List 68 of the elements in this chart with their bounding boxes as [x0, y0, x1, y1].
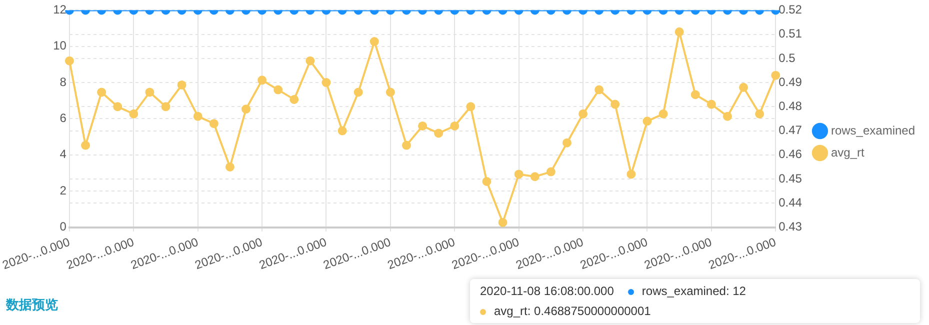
text: avg_rt: 0.4688750000000001	[493, 303, 651, 320]
point	[739, 82, 748, 92]
point	[97, 88, 106, 97]
point	[64, 56, 74, 66]
point	[578, 109, 588, 118]
point	[722, 112, 732, 121]
y2-tick-label: 0.5	[778, 50, 796, 65]
point	[145, 88, 154, 97]
point	[370, 37, 379, 46]
point	[450, 121, 460, 130]
y2-tick-label: 0.45	[778, 171, 802, 186]
point	[658, 109, 668, 118]
y2-tick-label: 0.44	[778, 195, 802, 210]
point	[402, 140, 411, 150]
point	[354, 88, 363, 97]
point	[546, 167, 556, 176]
point	[258, 76, 267, 85]
point	[193, 112, 202, 121]
point	[418, 121, 428, 130]
point	[306, 56, 315, 66]
text: 数据预览	[6, 296, 58, 314]
y2-tick-label: 0.48	[778, 98, 802, 113]
text: 2020-11-08 16:08:00.000	[480, 283, 614, 300]
point	[706, 100, 716, 109]
text: rows_examined: 12	[640, 283, 746, 300]
point	[594, 85, 604, 94]
y-tick-label: 4	[60, 147, 67, 162]
point	[161, 102, 170, 112]
point	[610, 100, 620, 109]
y2-tick-label: 0.49	[778, 74, 802, 89]
y2-tick-label: 0.47	[778, 123, 802, 138]
y-tick-label: 8	[60, 74, 67, 89]
point	[113, 102, 122, 112]
point	[562, 138, 572, 148]
point	[642, 116, 652, 126]
point	[225, 162, 234, 172]
y-tick-label: 6	[60, 111, 67, 126]
point	[81, 140, 90, 150]
y-tick-label: 2	[60, 183, 67, 198]
point	[338, 126, 347, 136]
y2-tick-label: 0.52	[778, 2, 802, 17]
point	[209, 119, 218, 128]
y-tick-label: 0	[60, 220, 67, 234]
point	[466, 102, 476, 112]
point	[241, 104, 250, 114]
point	[771, 70, 780, 80]
point	[626, 170, 636, 179]
point	[530, 172, 540, 182]
point	[129, 109, 138, 118]
legend-label: avg_rt	[830, 145, 865, 160]
y2-tick-label: 0.46	[778, 147, 802, 162]
point	[177, 80, 186, 90]
y-tick-label: 10	[53, 38, 67, 53]
point	[690, 90, 700, 100]
point	[274, 85, 283, 94]
y2-tick-label: 0.51	[778, 26, 802, 41]
y2-tick-label: 0.43	[778, 220, 802, 234]
point	[755, 109, 764, 118]
point	[482, 176, 492, 186]
point	[498, 218, 508, 227]
point	[674, 27, 684, 36]
point	[322, 78, 331, 88]
point	[386, 88, 395, 97]
legend-label: rows_examined	[830, 123, 916, 138]
point	[514, 170, 524, 179]
y-tick-label: 12	[53, 2, 67, 17]
point	[290, 94, 299, 104]
point	[434, 128, 444, 138]
